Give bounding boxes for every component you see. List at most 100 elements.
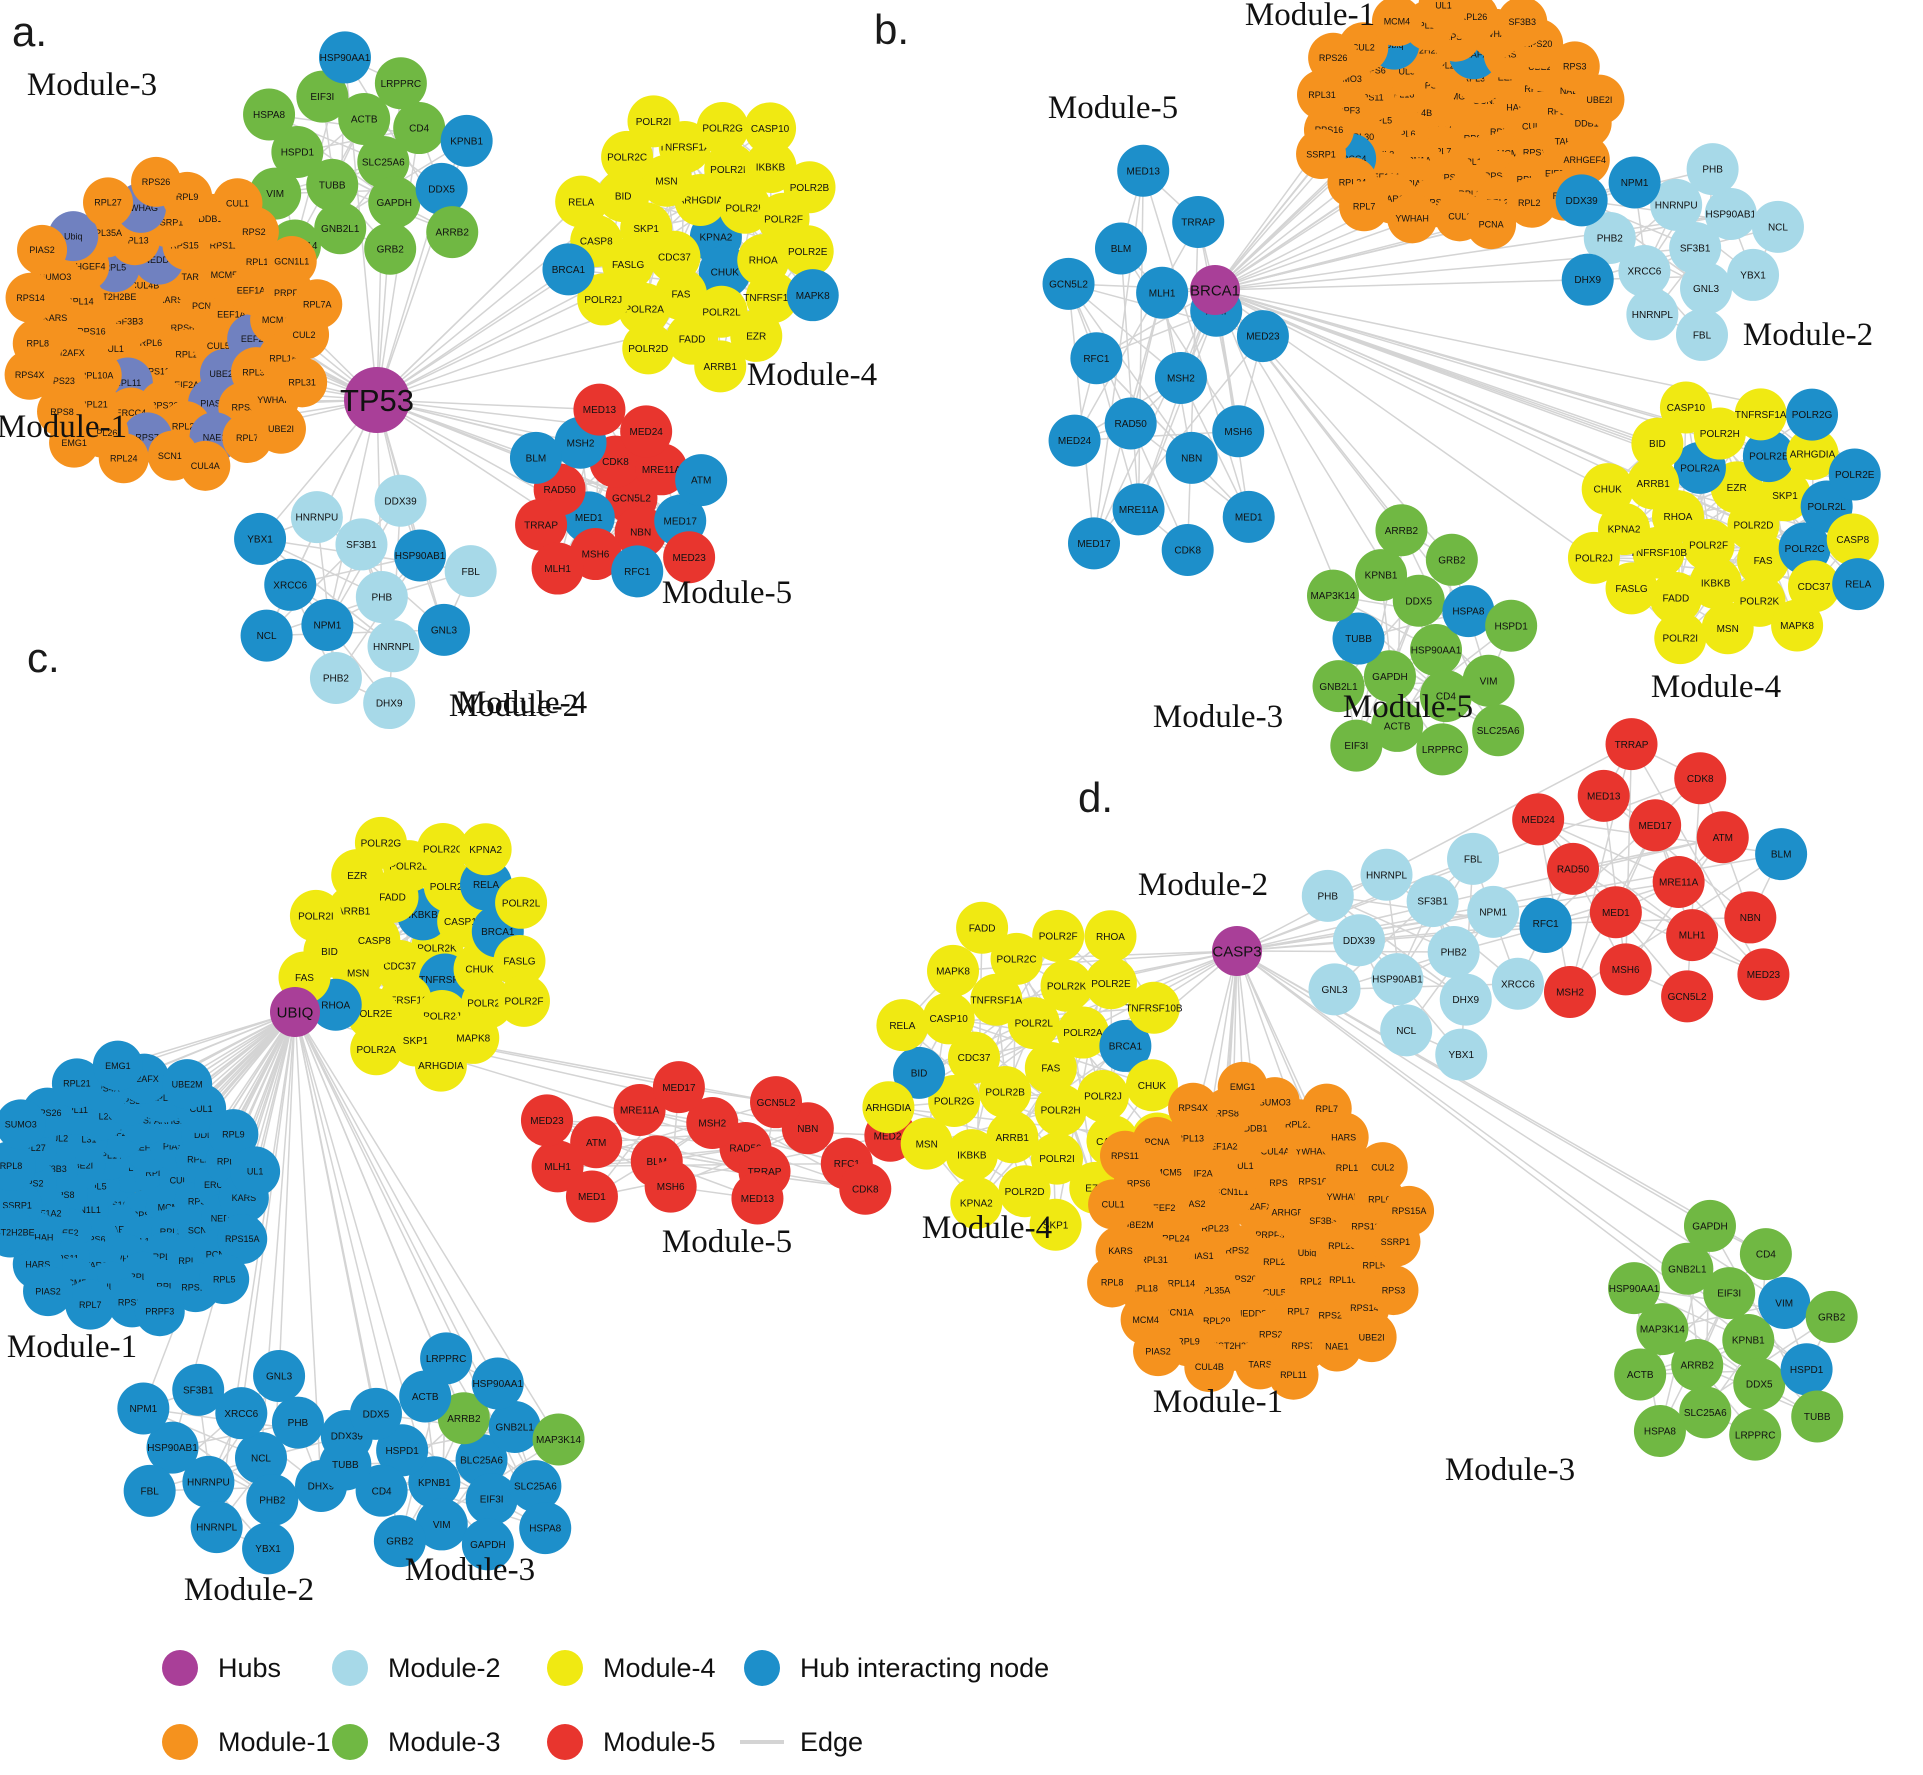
node-POLR2E: POLR2E (1828, 448, 1881, 501)
node-circle (1099, 1019, 1152, 1072)
node-circle (1583, 211, 1636, 264)
edge (1214, 289, 1805, 550)
node-circle (509, 1460, 562, 1513)
node-circle (1168, 1082, 1219, 1133)
node-PCNA: PCNA (1466, 199, 1517, 250)
node-circle (1546, 842, 1599, 895)
legend-swatch-circle (547, 1724, 583, 1760)
node-circle (1435, 1028, 1488, 1081)
edge (1633, 1287, 1760, 1385)
node-PHB2: PHB2 (1427, 926, 1480, 978)
legend: Hubs Module-2 Module-4 Hub interacting node… (162, 1650, 1049, 1760)
node-LRPPRC: LRPPRC (374, 57, 427, 110)
node-GCN5L2: GCN5L2 (1661, 970, 1714, 1023)
node-circle (426, 206, 479, 259)
node-PHB: PHB (1686, 143, 1739, 196)
node-PHB: PHB (355, 571, 408, 623)
edge (376, 268, 569, 401)
node-circle (1722, 1314, 1775, 1366)
node-SLC25A6: SLC25A6 (1472, 704, 1525, 757)
node-circle (230, 1146, 281, 1197)
module-title-b-module-5: Module-5 (1048, 90, 1178, 126)
node-circle (376, 1424, 429, 1477)
node-circle (290, 491, 343, 544)
node-POLR2I: POLR2I (1654, 612, 1707, 665)
node-circle (686, 1096, 739, 1149)
node-circle (1683, 1199, 1736, 1252)
node-circle (1296, 129, 1347, 180)
node-circle (1212, 405, 1265, 458)
node-DDX39: DDX39 (374, 474, 427, 527)
node-circle (1636, 1303, 1689, 1356)
node-PHB: PHB (271, 1396, 324, 1449)
node-circle (970, 973, 1023, 1026)
edge (1120, 248, 1140, 510)
hub-TP53: TP53 (340, 367, 414, 433)
node-HNRNPL: HNRNPL (1626, 288, 1679, 341)
node-circle (1674, 752, 1727, 805)
node-circle (373, 1515, 426, 1568)
node-CDK8: CDK8 (1161, 523, 1214, 576)
node-EMG1: EMG1 (92, 1040, 143, 1091)
node-circle (335, 518, 388, 571)
edge (254, 1011, 296, 1172)
node-circle (1577, 769, 1630, 822)
legend-label: Module-4 (603, 1653, 716, 1683)
node-PRPF3: PRPF3 (134, 1286, 185, 1337)
node-UBE2I: UBE2I (1346, 1312, 1397, 1363)
node-GRB2: GRB2 (1805, 1290, 1858, 1343)
node-circle (234, 512, 287, 565)
legend-swatch-circle (332, 1724, 368, 1760)
node-circle (577, 273, 630, 326)
node-circle (781, 225, 834, 278)
node-circle (1661, 1242, 1714, 1295)
node-circle (1771, 599, 1824, 652)
node-MAP3K14: MAP3K14 (532, 1413, 585, 1466)
node-EMG1: EMG1 (1217, 1061, 1268, 1112)
edge (316, 517, 337, 679)
node-circle (393, 102, 446, 155)
node-RPL7: RPL7 (1339, 181, 1390, 232)
node-circle (1112, 483, 1165, 536)
node-circle (1737, 534, 1790, 587)
node-circle (519, 1502, 572, 1555)
module-title-a-module-4: Module-4 (747, 357, 877, 393)
node-circle (1029, 1198, 1082, 1251)
node-circle (1094, 222, 1147, 275)
node-circle (1758, 1276, 1811, 1329)
node-TUBB: TUBB (319, 1438, 372, 1491)
node-circle (495, 876, 548, 929)
node-GCN5L2: GCN5L2 (750, 1076, 803, 1129)
node-circle (1104, 397, 1157, 450)
node-circle (744, 141, 797, 194)
edge (1137, 310, 1217, 510)
edge (1095, 357, 1250, 518)
legend-item-hub-interacting-node: Hub interacting node (744, 1650, 1049, 1686)
node-circle (1661, 970, 1714, 1023)
node-circle (1222, 490, 1275, 543)
node-FBL: FBL (1447, 832, 1500, 885)
node-circle (374, 474, 427, 527)
node-circle (1024, 1042, 1077, 1094)
node-GRB2: GRB2 (1425, 533, 1478, 586)
node-DHX9: DHX9 (1561, 253, 1614, 306)
legend-swatch-circle (744, 1650, 780, 1686)
node-circle (1301, 1083, 1352, 1134)
module-title-c-module-4: Module-4 (457, 685, 587, 721)
node-circle (1519, 897, 1572, 950)
node-KPNB1: KPNB1 (1355, 549, 1408, 602)
node-SLC25A6: SLC25A6 (1679, 1386, 1732, 1439)
node-circle (1088, 1179, 1139, 1230)
node-circle (1099, 1130, 1150, 1181)
panel-letter-c: c. (27, 634, 60, 681)
node-MSN: MSN (900, 1117, 953, 1170)
node-circle (928, 1074, 981, 1127)
node-POLR2A: POLR2A (350, 1023, 403, 1076)
node-circle (786, 269, 839, 322)
node-circle (1172, 195, 1225, 248)
node-HSP90AB1: HSP90AB1 (1704, 187, 1757, 240)
node-RPS14: RPS14 (5, 272, 56, 323)
node-MSH6: MSH6 (1212, 405, 1265, 458)
